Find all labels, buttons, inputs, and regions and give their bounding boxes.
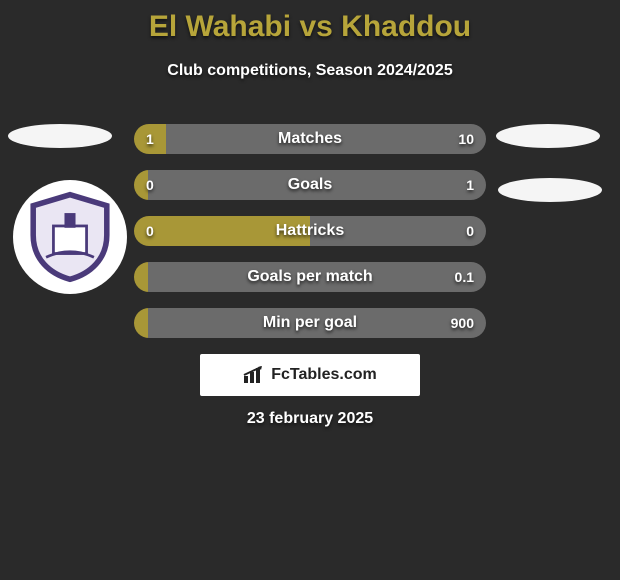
shield-icon [24, 191, 116, 283]
stat-bar: 0.1Goals per match [134, 262, 486, 292]
player1-club-badge [13, 180, 127, 294]
stat-label: Min per goal [134, 308, 486, 338]
stat-bar: 110Matches [134, 124, 486, 154]
stat-label: Goals per match [134, 262, 486, 292]
stat-label: Hattricks [134, 216, 486, 246]
stat-label: Goals [134, 170, 486, 200]
title-player2: Khaddou [341, 10, 471, 43]
stat-bars: 110Matches 01Goals 00Hattricks 0.1Goals per… [134, 124, 486, 354]
brand-text: FcTables.com [271, 366, 377, 384]
title-vs: vs [299, 10, 332, 43]
bars-icon [243, 366, 265, 384]
stat-bar: 900Min per goal [134, 308, 486, 338]
page-title: El Wahabi vs Khaddou [0, 0, 620, 44]
subtitle: Club competitions, Season 2024/2025 [0, 62, 620, 80]
stat-bar: 00Hattricks [134, 216, 486, 246]
stat-bar: 01Goals [134, 170, 486, 200]
player1-avatar [8, 124, 112, 148]
date: 23 february 2025 [0, 410, 620, 428]
stat-label: Matches [134, 124, 486, 154]
player2-club-avatar [498, 178, 602, 202]
player2-avatar [496, 124, 600, 148]
title-player1: El Wahabi [149, 10, 291, 43]
brand-box: FcTables.com [200, 354, 420, 396]
